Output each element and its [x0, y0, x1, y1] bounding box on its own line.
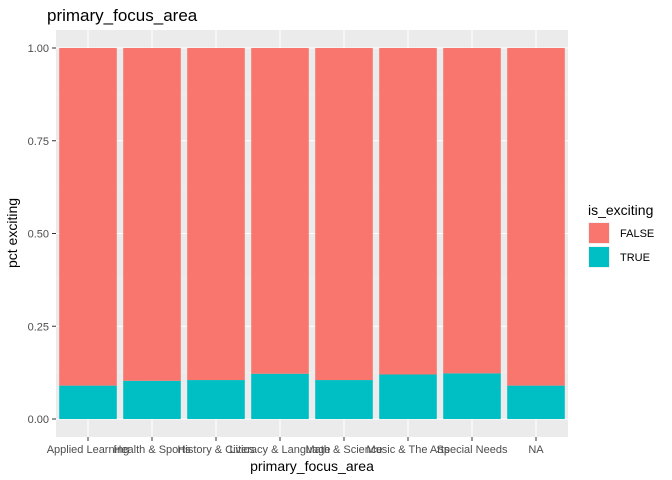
bar-segment-true	[123, 380, 181, 419]
bar-segment-true	[59, 385, 117, 419]
x-tick-label: Literacy & Language	[230, 444, 331, 456]
bar-segment-true	[379, 374, 437, 419]
x-tick-label: Special Needs	[437, 444, 508, 456]
x-tick-label: Math & Science	[305, 444, 382, 456]
y-axis: 0.00 0.25 0.50 0.75 1.00	[28, 43, 56, 426]
plot-panel	[56, 30, 568, 437]
y-tick-label: 0.75	[28, 136, 49, 148]
legend: is_exciting FALSE TRUE	[588, 202, 654, 268]
bar-segment-false	[379, 48, 437, 375]
y-tick-label: 1.00	[28, 43, 49, 55]
x-tick-label: Music & The Arts	[367, 444, 450, 456]
legend-key-true	[589, 247, 609, 267]
bar-segment-false	[59, 48, 117, 386]
bar-segment-false	[123, 48, 181, 381]
y-tick-label: 0.25	[28, 321, 49, 333]
bar-segment-true	[507, 385, 565, 419]
x-tick-label: History & Civics	[177, 444, 255, 456]
legend-key-false	[589, 223, 609, 243]
y-tick-label: 0.50	[28, 229, 49, 241]
y-axis-title: pct exciting	[4, 198, 20, 268]
bar-segment-false	[187, 48, 245, 381]
bar-segment-false	[315, 48, 373, 381]
bar-segment-false	[507, 48, 565, 386]
bar-segment-true	[251, 373, 309, 419]
legend-items: FALSE TRUE	[588, 222, 654, 268]
legend-title: is_exciting	[588, 202, 653, 218]
bar-segment-true	[443, 373, 501, 419]
x-tick-label: Applied Learning	[47, 444, 130, 456]
bar-segment-true	[315, 380, 373, 419]
bar-segment-false	[251, 48, 309, 374]
legend-label: FALSE	[620, 228, 654, 240]
y-tick-label: 0.00	[28, 414, 49, 426]
legend-label: TRUE	[620, 252, 650, 264]
bar-segment-false	[443, 48, 501, 374]
bars	[59, 48, 565, 419]
chart-title: primary_focus_area	[47, 6, 198, 25]
x-tick-label: NA	[528, 444, 544, 456]
x-axis-title: primary_focus_area	[250, 458, 374, 474]
bar-segment-true	[187, 380, 245, 419]
x-tick-label: Health & Sports	[113, 444, 191, 456]
